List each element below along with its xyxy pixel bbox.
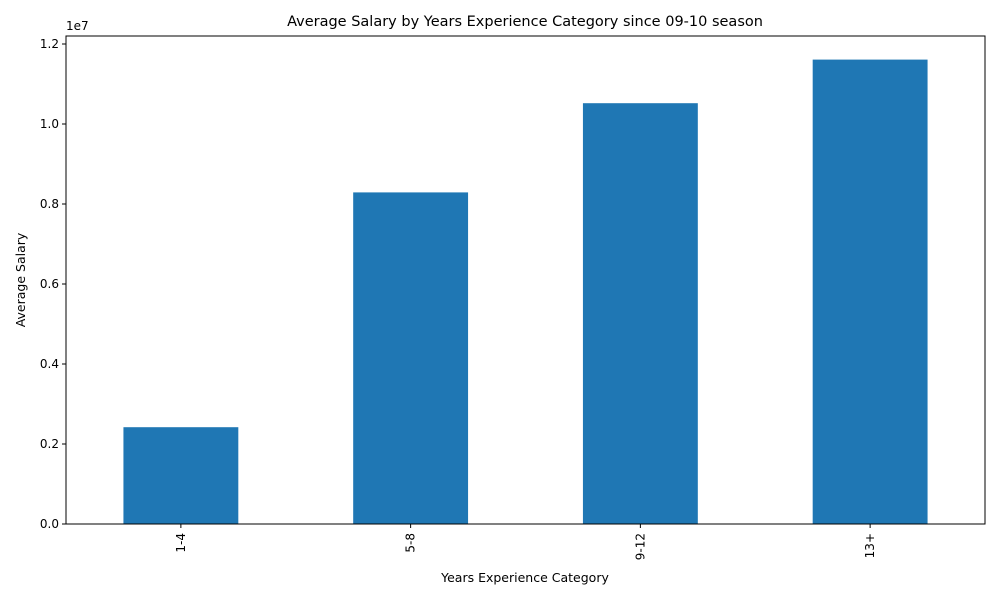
plot-frame	[65, 35, 986, 525]
x-tick-label: 9-12	[633, 533, 647, 560]
bar-1-4	[123, 427, 239, 524]
y-tick-label: 0.0	[40, 517, 59, 531]
x-tick-label: 1-4	[174, 533, 188, 553]
y-axis-label: Average Salary	[13, 232, 28, 327]
x-tick-label: 5-8	[404, 533, 418, 553]
bar-13+	[812, 59, 928, 524]
bar-9-12	[582, 103, 698, 524]
y-tick-label: 0.2	[40, 437, 59, 451]
y-axis-ticks: 0.0 0.2 0.4 0.6 0.8 1.0 1.2	[40, 37, 66, 531]
bars-group	[123, 59, 928, 524]
x-axis-label: Years Experience Category	[440, 570, 609, 585]
y-offset-text: 1e7	[66, 19, 89, 33]
x-axis-ticks: 1-4 5-8 9-12 13+	[174, 524, 877, 560]
chart-title: Average Salary by Years Experience Categ…	[287, 14, 763, 30]
y-tick-label: 1.0	[40, 117, 59, 131]
bar-5-8	[353, 192, 469, 524]
y-tick-label: 0.8	[40, 197, 59, 211]
y-tick-label: 0.4	[40, 357, 59, 371]
y-tick-label: 0.6	[40, 277, 59, 291]
y-tick-label: 1.2	[40, 37, 59, 51]
x-tick-label: 13+	[863, 533, 877, 558]
